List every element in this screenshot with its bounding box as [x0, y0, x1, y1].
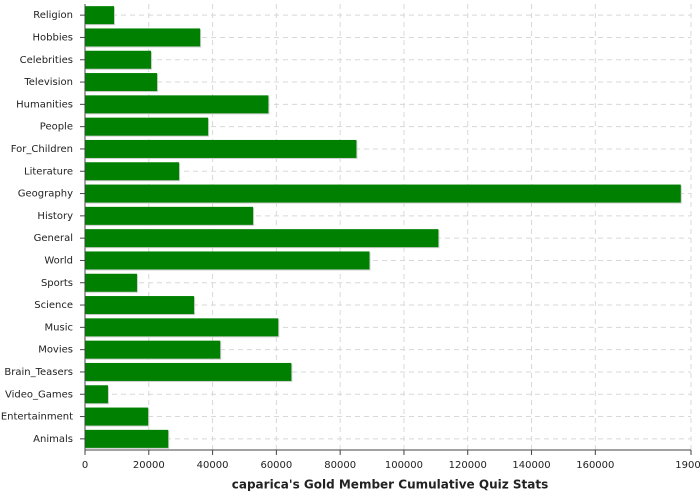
y-tick-label: Religion: [33, 10, 73, 21]
y-tick-label: Entertainment: [1, 412, 73, 423]
y-tick-label: Brain_Teasers: [4, 367, 73, 378]
bar: [85, 73, 158, 92]
y-tick-label: Movies: [38, 345, 73, 356]
y-tick-label: Video_Games: [5, 389, 73, 400]
y-tick-label: Animals: [33, 434, 73, 445]
bar: [85, 50, 152, 69]
y-tick-label: Music: [45, 322, 73, 333]
y-tick-label: World: [44, 255, 73, 266]
bar: [85, 429, 169, 448]
y-tick-label: Literature: [24, 166, 73, 177]
x-tick-label: 160000: [576, 460, 614, 471]
bar: [85, 318, 279, 337]
bar: [85, 251, 370, 270]
x-tick-label: 80000: [324, 460, 356, 471]
bar: [85, 385, 108, 404]
y-tick-label: Science: [34, 300, 73, 311]
chart-title: caparica's Gold Member Cumulative Quiz S…: [232, 478, 549, 492]
bar: [85, 28, 201, 47]
bar: [85, 296, 195, 315]
bar: [85, 407, 149, 426]
y-tick-label: General: [34, 233, 73, 244]
x-tick-label: 100000: [385, 460, 423, 471]
bar: [85, 273, 137, 292]
bar: [85, 362, 292, 381]
x-tick-label: 40000: [197, 460, 229, 471]
y-tick-label: Celebrities: [20, 55, 73, 66]
y-tick-label: Hobbies: [33, 32, 73, 43]
bar: [85, 117, 209, 136]
x-tick-label: 20000: [133, 460, 165, 471]
y-tick-label: History: [37, 211, 73, 222]
bar: [85, 162, 180, 181]
bar: [85, 229, 439, 248]
y-tick-label: Television: [23, 77, 73, 88]
y-tick-label: For_Children: [11, 144, 73, 155]
bar: [85, 184, 681, 203]
x-tick-label: 60000: [260, 460, 292, 471]
bar: [85, 6, 115, 25]
y-tick-label: Humanities: [16, 99, 73, 110]
x-tick-label: 140000: [512, 460, 550, 471]
y-tick-label: Geography: [18, 189, 73, 200]
bar: [85, 206, 254, 225]
y-tick-label: People: [40, 122, 73, 133]
y-tick-label: Sports: [41, 278, 73, 289]
bar: [85, 95, 269, 114]
x-tick-label: 120000: [449, 460, 487, 471]
bar: [85, 340, 221, 359]
bar: [85, 139, 357, 158]
x-tick-label: 0: [82, 460, 88, 471]
x-tick-label: 1900: [675, 460, 700, 471]
